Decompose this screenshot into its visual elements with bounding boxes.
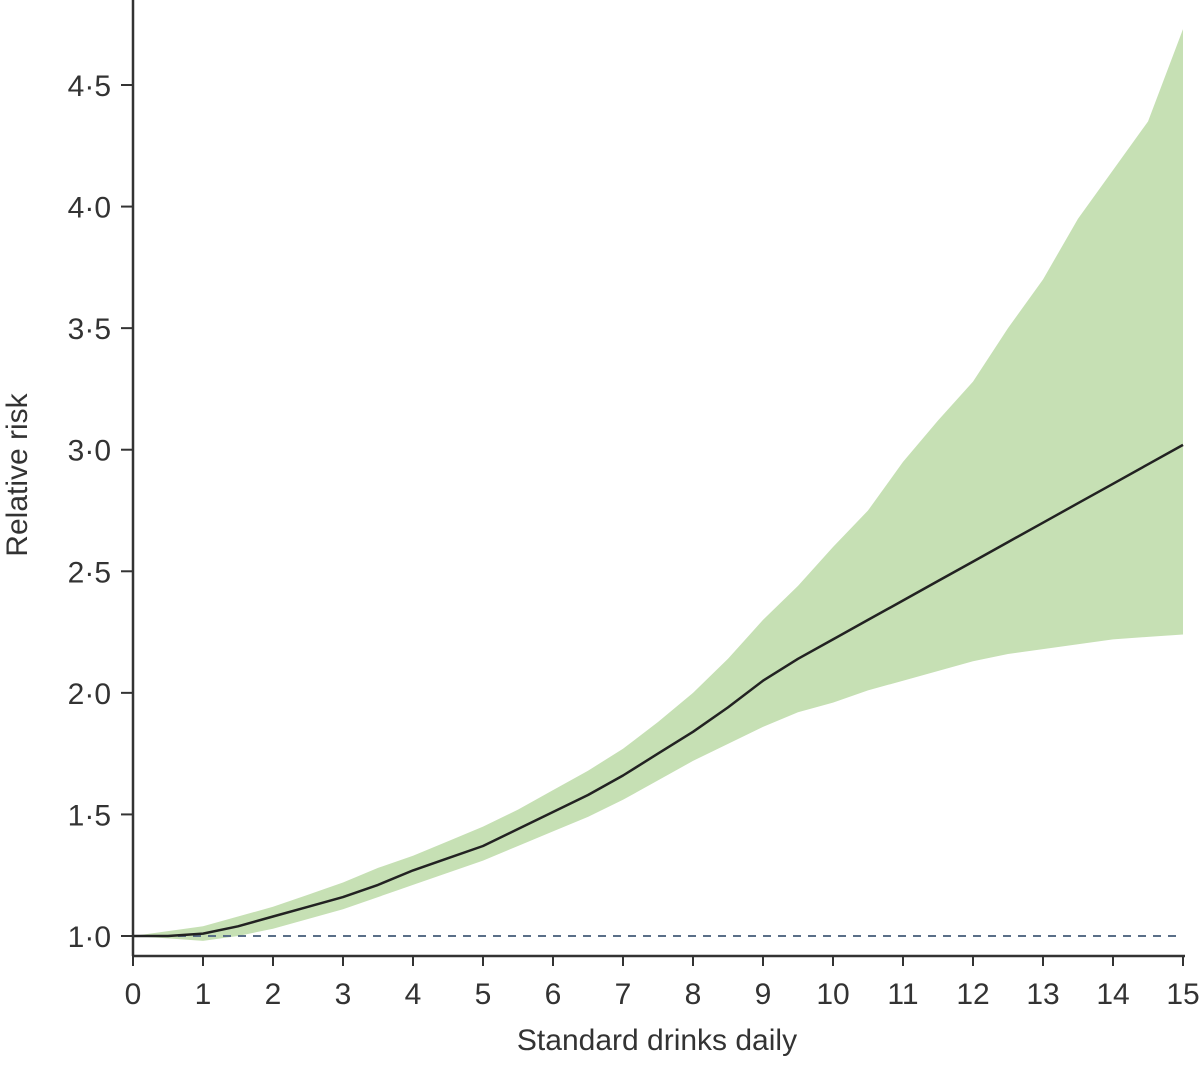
x-tick-label: 15 [1166, 978, 1199, 1011]
x-tick-label: 11 [887, 978, 918, 1011]
y-tick-label: 4·0 [68, 192, 111, 225]
x-tick-label: 10 [816, 978, 849, 1011]
x-tick-label: 5 [475, 978, 492, 1011]
x-tick-label: 4 [405, 978, 422, 1011]
x-tick-label: 12 [956, 978, 989, 1011]
tick-layer: 0 1 2 3 4 5 6 7 8 9 10 11 12 13 14 151·01·52·02·53·03·5… [68, 70, 1200, 1011]
y-tick-label: 4·5 [68, 70, 111, 103]
x-tick-label: 8 [685, 978, 702, 1011]
y-tick-label: 1·0 [68, 921, 111, 954]
x-tick-label: 13 [1026, 978, 1059, 1011]
x-tick-label: 3 [335, 978, 352, 1011]
x-tick-label: 9 [755, 978, 772, 1011]
x-tick-label: 6 [545, 978, 562, 1011]
x-tick-label: 7 [615, 978, 632, 1011]
x-tick-label: 14 [1096, 978, 1129, 1011]
y-tick-label: 2·5 [68, 556, 111, 589]
axes [131, 0, 1185, 958]
y-axis-title: Relative risk [1, 392, 34, 556]
y-tick-label: 2·0 [68, 678, 111, 711]
x-axis-title: Standard drinks daily [517, 1024, 797, 1057]
y-tick-label: 3·5 [68, 313, 111, 346]
series-line-layer [133, 443, 1184, 938]
series-line-0 [133, 443, 1184, 938]
confidence-band-layer [133, 29, 1183, 941]
x-tick-label: 1 [195, 978, 212, 1011]
y-tick-label: 3·0 [68, 435, 111, 468]
x-tick-label: 0 [125, 978, 142, 1011]
confidence-band [133, 29, 1183, 941]
x-tick-label: 2 [265, 978, 282, 1011]
y-tick-label: 1·5 [68, 799, 111, 832]
